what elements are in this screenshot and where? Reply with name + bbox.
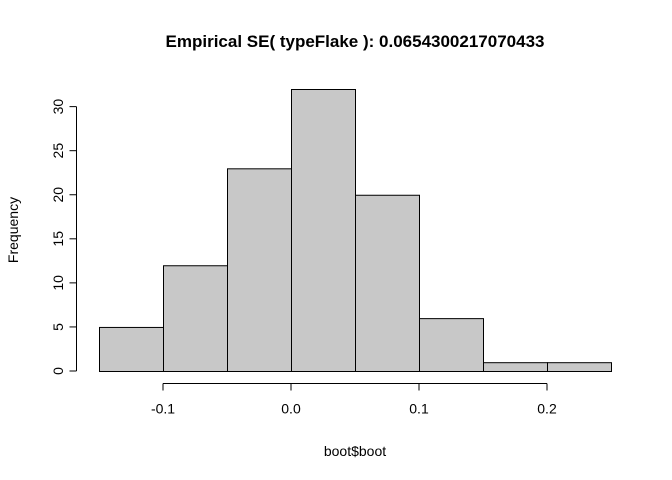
histogram-bar — [547, 362, 612, 372]
histogram-bar — [227, 168, 292, 372]
y-tick-label: 0 — [50, 367, 66, 375]
x-axis-label: boot$boot — [324, 443, 386, 459]
x-tick-label: 0.2 — [537, 401, 557, 417]
histogram-bar — [99, 326, 164, 372]
y-axis-label: Frequency — [5, 197, 21, 263]
y-tick-label: 20 — [50, 187, 66, 203]
bars-group — [99, 89, 612, 372]
histogram-bar — [483, 362, 548, 372]
x-tick-label: -0.1 — [151, 401, 175, 417]
y-tick-label: 10 — [50, 275, 66, 291]
chart-title: Empirical SE( typeFlake ): 0.06543002170… — [166, 32, 545, 51]
x-axis: -0.1 0.0 0.1 0.2 — [151, 383, 557, 417]
y-axis: 0 5 10 15 20 25 30 — [50, 99, 77, 375]
y-tick-label: 30 — [50, 99, 66, 115]
y-tick-label: 15 — [50, 231, 66, 247]
histogram-bar — [163, 265, 228, 372]
y-tick-label: 25 — [50, 143, 66, 159]
histogram-bar — [419, 318, 484, 372]
histogram-bar — [291, 89, 356, 372]
x-tick-label: 0.0 — [281, 401, 301, 417]
x-tick-label: 0.1 — [409, 401, 429, 417]
y-tick-label: 5 — [50, 323, 66, 331]
histogram-bar — [355, 194, 420, 372]
